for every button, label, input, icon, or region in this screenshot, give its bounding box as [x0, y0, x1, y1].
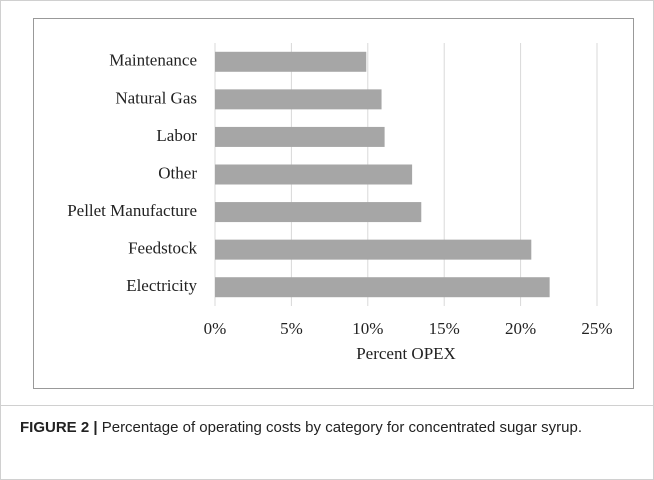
x-tick-label: 0% — [204, 319, 227, 338]
caption-text: Percentage of operating costs by categor… — [102, 419, 582, 436]
bar — [215, 202, 422, 223]
y-tick-label: Electricity — [126, 276, 197, 295]
y-tick-label: Natural Gas — [115, 88, 197, 107]
caption: FIGURE 2 | Percentage of operating costs… — [20, 419, 582, 436]
y-tick-label: Other — [158, 163, 197, 182]
bar — [215, 164, 413, 185]
y-tick-label: Pellet Manufacture — [67, 201, 197, 220]
caption-label: FIGURE 2 | — [20, 419, 98, 436]
x-tick-label: 15% — [429, 319, 460, 338]
x-tick-label: 5% — [280, 319, 303, 338]
bar — [215, 51, 367, 72]
bar — [215, 89, 382, 110]
x-tick-label: 10% — [352, 319, 383, 338]
y-tick-label: Labor — [156, 126, 197, 145]
bar — [215, 126, 385, 147]
x-tick-label: 20% — [505, 319, 536, 338]
y-tick-label: Feedstock — [128, 239, 197, 258]
bar — [215, 239, 532, 260]
plot: 0% 5% 10% 15% 20% 25% Maintenance Natural Gas La… — [67, 43, 613, 338]
y-tick-label: Maintenance — [109, 51, 197, 70]
x-axis-label: Percent OPEX — [356, 344, 456, 363]
x-tick-label: 25% — [581, 319, 612, 338]
bar — [215, 277, 550, 298]
